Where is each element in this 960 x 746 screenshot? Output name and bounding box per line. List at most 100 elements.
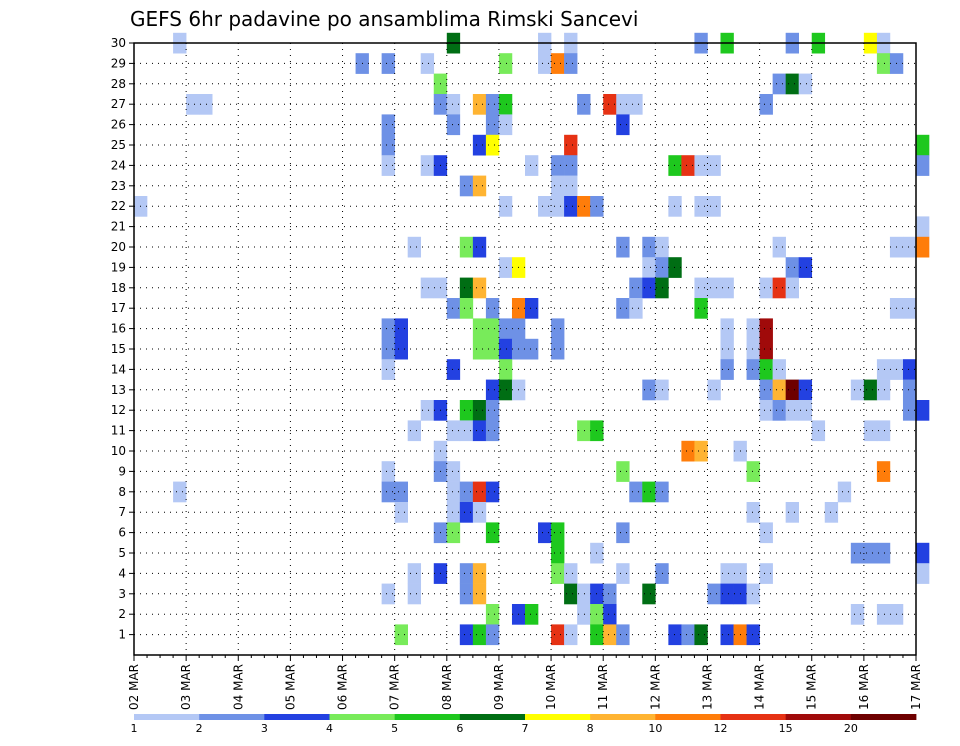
legend-label: 5 xyxy=(391,722,398,735)
heatmap-cell xyxy=(616,237,629,258)
heatmap-cells xyxy=(134,33,929,645)
x-tick-label: 15 MAR xyxy=(805,664,819,710)
heatmap-cell xyxy=(773,278,786,299)
legend-swatch xyxy=(395,714,461,720)
heatmap-cell xyxy=(694,441,707,462)
heatmap-cell xyxy=(747,624,760,645)
legend-label: 20 xyxy=(844,722,858,735)
color-legend: 1 2 3 4 5 6 7 8 10 12 15 20 xyxy=(131,714,917,735)
heatmap-cell xyxy=(577,584,590,605)
heatmap-cell xyxy=(473,135,486,156)
legend-label: 2 xyxy=(196,722,203,735)
legend-swatch xyxy=(134,714,200,720)
heatmap-cell xyxy=(395,318,408,339)
heatmap-cell xyxy=(707,380,720,401)
heatmap-cell xyxy=(864,543,877,564)
y-tick-label: 2 xyxy=(118,607,126,621)
heatmap-cell xyxy=(864,380,877,401)
y-tick-label: 8 xyxy=(118,485,126,499)
y-tick-label: 16 xyxy=(111,322,126,336)
heatmap-cell xyxy=(551,624,564,645)
heatmap-cell xyxy=(629,278,642,299)
heatmap-cell xyxy=(655,237,668,258)
y-tick-label: 19 xyxy=(111,260,126,274)
heatmap-cell xyxy=(486,420,499,441)
heatmap-cell xyxy=(786,502,799,523)
heatmap-cell xyxy=(747,461,760,482)
heatmap-cell xyxy=(786,74,799,95)
heatmap-cell xyxy=(773,74,786,95)
heatmap-cell xyxy=(486,482,499,503)
heatmap-cell xyxy=(473,94,486,115)
heatmap-cell xyxy=(486,522,499,543)
legend-swatch xyxy=(264,714,330,720)
heatmap-cell xyxy=(408,420,421,441)
heatmap-cell xyxy=(747,318,760,339)
heatmap-cell xyxy=(551,176,564,197)
heatmap-cell xyxy=(408,237,421,258)
heatmap-cell xyxy=(408,563,421,584)
legend-swatch xyxy=(525,714,591,720)
legend-swatch xyxy=(655,714,721,720)
heatmap-cell xyxy=(916,563,929,584)
heatmap-cell xyxy=(460,420,473,441)
heatmap-cell xyxy=(473,176,486,197)
heatmap-cell xyxy=(773,400,786,421)
heatmap-cell xyxy=(460,624,473,645)
heatmap-cell xyxy=(551,522,564,543)
heatmap-cell xyxy=(694,624,707,645)
heatmap-cell xyxy=(786,257,799,278)
legend-swatch xyxy=(786,714,852,720)
heatmap-cell xyxy=(916,135,929,156)
heatmap-cell xyxy=(486,318,499,339)
heatmap-cell xyxy=(577,94,590,115)
heatmap-cell xyxy=(486,94,499,115)
heatmap-cell xyxy=(694,155,707,176)
y-tick-label: 12 xyxy=(111,403,126,417)
heatmap-cell xyxy=(916,216,929,237)
legend-label: 4 xyxy=(326,722,333,735)
legend-swatch xyxy=(590,714,656,720)
heatmap-cell xyxy=(460,584,473,605)
heatmap-cell xyxy=(655,380,668,401)
y-tick-label: 11 xyxy=(111,424,126,438)
heatmap-cell xyxy=(486,339,499,360)
heatmap-cell xyxy=(694,298,707,319)
heatmap-cell xyxy=(199,94,212,115)
heatmap-cell xyxy=(538,522,551,543)
heatmap-cell xyxy=(486,114,499,135)
x-tick-label: 09 MAR xyxy=(492,664,506,710)
legend-label: 12 xyxy=(714,722,728,735)
heatmap-cell xyxy=(473,278,486,299)
heatmap-cell xyxy=(707,584,720,605)
y-tick-label: 21 xyxy=(111,220,126,234)
heatmap-cell xyxy=(747,502,760,523)
heatmap-cell xyxy=(473,624,486,645)
x-axis-ticks: 02 MAR 03 MAR 04 MAR 05 MAR 06 MAR 07 MAR 08 M… xyxy=(127,655,923,710)
x-tick-label: 16 MAR xyxy=(857,664,871,710)
y-tick-label: 9 xyxy=(118,464,126,478)
heatmap-cell xyxy=(551,155,564,176)
heatmap-cell xyxy=(460,298,473,319)
heatmap-cell xyxy=(473,400,486,421)
legend-swatch xyxy=(721,714,787,720)
heatmap-cell xyxy=(655,482,668,503)
y-tick-label: 24 xyxy=(111,158,126,172)
heatmap-cell xyxy=(551,543,564,564)
heatmap-cell xyxy=(395,482,408,503)
y-tick-label: 20 xyxy=(111,240,126,254)
heatmap-cell xyxy=(473,563,486,584)
heatmap-cell xyxy=(473,482,486,503)
heatmap-cell xyxy=(486,400,499,421)
legend-label: 8 xyxy=(587,722,594,735)
y-tick-label: 5 xyxy=(118,546,126,560)
y-tick-label: 10 xyxy=(111,444,126,458)
y-tick-label: 1 xyxy=(118,628,126,642)
legend-swatch xyxy=(851,714,917,720)
y-tick-label: 26 xyxy=(111,118,126,132)
y-tick-label: 7 xyxy=(118,505,126,519)
heatmap-cell xyxy=(395,339,408,360)
heatmap-cell xyxy=(486,135,499,156)
heatmap-cell xyxy=(173,482,186,503)
x-tick-label: 07 MAR xyxy=(388,664,402,710)
